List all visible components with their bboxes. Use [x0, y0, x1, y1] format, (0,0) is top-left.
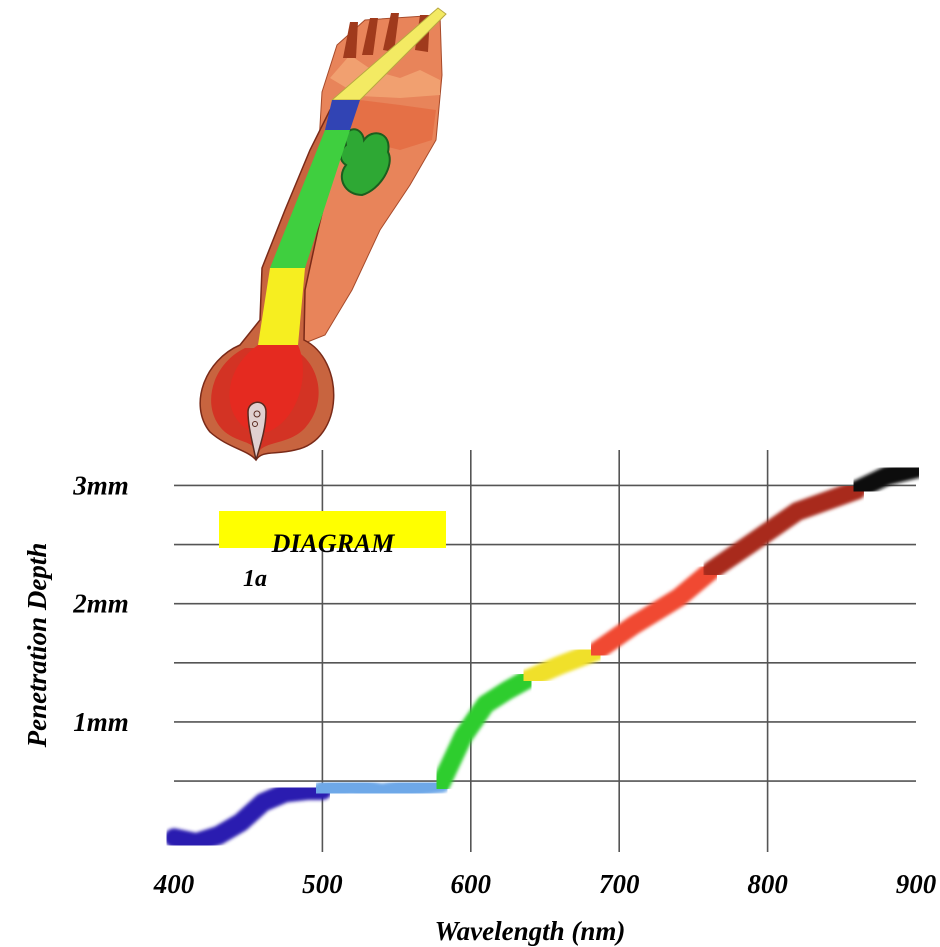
diagram-highlight-box: [219, 511, 446, 548]
x-tick-labels: 400 500 600 700 800 900: [153, 869, 937, 899]
diagram-sublabel: 1a: [243, 566, 267, 592]
x-tick-label-800: 800: [747, 869, 788, 899]
series-line-6: [847, 459, 926, 500]
y-tick-label-2mm: 2mm: [72, 589, 129, 619]
x-tick-label-700: 700: [599, 869, 640, 899]
series-line-5: [701, 480, 867, 581]
hair-follicle-illustration: [199, 7, 447, 462]
y-tick-label-3mm: 3mm: [72, 470, 129, 500]
y-tick-label-1mm: 1mm: [73, 707, 129, 737]
diagram-annotation: DIAGRAM 1a: [219, 511, 446, 592]
series-line-2: [431, 669, 537, 793]
x-tick-label-400: 400: [153, 869, 195, 899]
x-tick-label-900: 900: [896, 869, 937, 899]
x-tick-label-600: 600: [451, 869, 492, 899]
y-tick-labels: 1mm 2mm 3mm: [72, 470, 129, 736]
chart-series: [164, 459, 926, 853]
chart-grid: [174, 450, 916, 852]
series-line-3: [517, 641, 607, 689]
y-axis-label: Penetration Depth: [22, 543, 52, 749]
x-axis-label: Wavelength (nm): [435, 916, 626, 946]
x-tick-label-500: 500: [302, 869, 343, 899]
series-line-4: [587, 561, 721, 661]
diagram-label: DIAGRAM: [271, 529, 396, 558]
series-line-1: [312, 773, 451, 803]
series-line-0: [164, 781, 332, 853]
